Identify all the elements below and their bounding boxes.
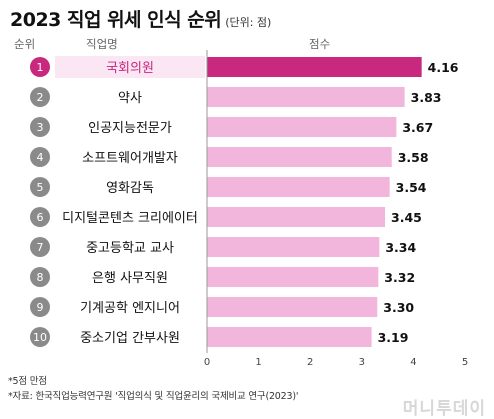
job-label: 소프트웨어개발자 xyxy=(82,151,178,166)
rank-number: 9 xyxy=(37,301,44,314)
x-tick-label: 3 xyxy=(359,357,365,368)
title-text: 2023 직업 위세 인식 순위 xyxy=(10,9,222,31)
job-label: 국회의원 xyxy=(106,61,154,76)
score-bar xyxy=(207,147,392,167)
value-label: 3.19 xyxy=(378,330,409,345)
job-label: 기계공학 엔지니어 xyxy=(80,301,180,316)
job-label: 영화감독 xyxy=(106,181,154,196)
rank-badge xyxy=(30,297,50,317)
x-tick-label: 0 xyxy=(204,357,210,368)
score-bar xyxy=(207,177,390,197)
rank-number: 5 xyxy=(37,181,44,194)
rank-number: 3 xyxy=(37,121,44,134)
unit-label: (단위: 점) xyxy=(225,16,272,29)
score-bar xyxy=(207,57,422,77)
rank-number: 8 xyxy=(37,271,44,284)
rank-badge xyxy=(30,57,50,77)
score-bar xyxy=(207,267,379,287)
value-label: 3.32 xyxy=(384,270,415,285)
value-label: 3.30 xyxy=(383,300,414,315)
rank-badge xyxy=(30,177,50,197)
rank-badge xyxy=(30,87,50,107)
rank-number: 7 xyxy=(37,241,44,254)
value-label: 3.83 xyxy=(411,90,442,105)
score-bar xyxy=(207,207,386,227)
rank-number: 4 xyxy=(37,151,44,164)
rank-number: 2 xyxy=(37,91,44,104)
x-tick-label: 2 xyxy=(307,357,313,368)
rank-badge xyxy=(30,327,50,347)
job-label: 인공지능전문가 xyxy=(88,121,172,136)
x-tick-label: 5 xyxy=(462,357,468,368)
job-column-header: 직업명 xyxy=(86,37,118,51)
x-tick-label: 4 xyxy=(410,357,416,368)
job-label: 디지털콘텐츠 크리에이터 xyxy=(62,211,198,226)
footnote-source: *자료: 한국직업능력연구원 '직업의식 및 직업윤리의 국제비교 연구(202… xyxy=(8,391,299,402)
rank-badge xyxy=(30,267,50,287)
value-label: 3.45 xyxy=(391,210,422,225)
value-label: 4.16 xyxy=(428,60,459,75)
job-label: 은행 사무직원 xyxy=(92,270,168,286)
chart-title: 2023 직업 위세 인식 순위 (단위: 점) xyxy=(10,5,271,32)
score-bar xyxy=(207,297,378,317)
score-column-header: 점수 xyxy=(309,37,331,51)
job-label: 중소기업 간부사원 xyxy=(80,331,180,346)
publisher-watermark: 머니투데이 xyxy=(402,399,486,419)
job-label: 약사 xyxy=(118,91,142,106)
job-label: 중고등학교 교사 xyxy=(86,241,174,256)
value-label: 3.67 xyxy=(402,120,433,135)
score-bar xyxy=(207,237,380,257)
rank-number: 1 xyxy=(37,61,44,74)
value-label: 3.34 xyxy=(385,240,416,255)
score-bar xyxy=(207,327,372,347)
rank-number: 10 xyxy=(33,331,47,344)
rank-column-header: 순위 xyxy=(14,37,36,51)
x-tick-label: 1 xyxy=(255,357,261,368)
rank-badge xyxy=(30,117,50,137)
footnote-scale: *5점 만점 xyxy=(8,376,47,387)
rank-number: 6 xyxy=(37,211,44,224)
rank-badge xyxy=(30,147,50,167)
rank-badge xyxy=(30,207,50,227)
score-bar xyxy=(207,87,405,107)
rank-badge xyxy=(30,237,50,257)
value-label: 3.54 xyxy=(396,180,427,195)
highlight-row-background xyxy=(55,56,205,78)
score-bar xyxy=(207,117,397,137)
value-label: 3.58 xyxy=(398,150,429,165)
